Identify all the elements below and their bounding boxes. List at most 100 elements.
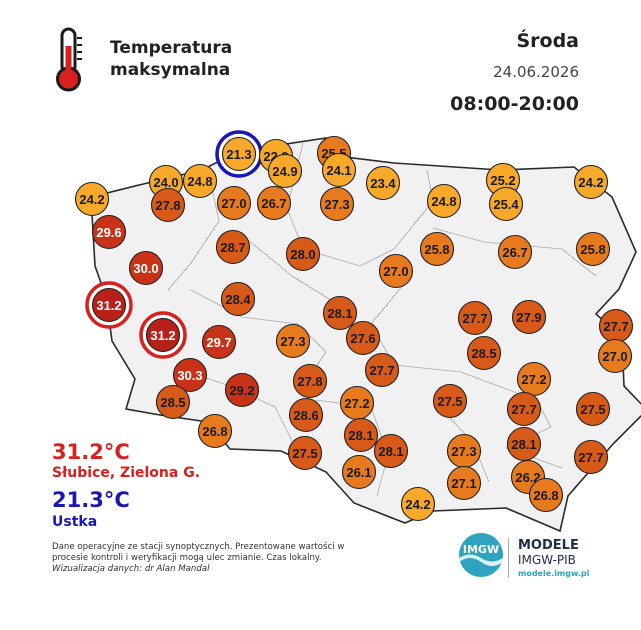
station-value: 23.4 — [370, 176, 396, 191]
station-value: 24.2 — [405, 497, 430, 512]
station-value: 27.8 — [297, 374, 322, 389]
station-circle — [74, 181, 110, 217]
station-marker: 29.2 — [224, 372, 260, 408]
station-circle — [345, 320, 381, 356]
station-marker: 28.1 — [373, 433, 409, 469]
time-range-label: 08:00-20:00 — [450, 93, 579, 115]
station-circle — [172, 357, 208, 393]
station-circle — [285, 236, 321, 272]
station-circle — [378, 253, 414, 289]
brand-url[interactable]: modele.imgw.pl — [518, 569, 590, 578]
station-marker: 27.6 — [345, 320, 381, 356]
station-marker: 28.5 — [466, 335, 502, 371]
station-circle — [221, 136, 257, 172]
station-marker: 27.3 — [446, 433, 482, 469]
station-circle — [145, 317, 181, 353]
station-marker: 27.5 — [575, 391, 611, 427]
station-circle — [432, 383, 468, 419]
station-value: 24.9 — [272, 164, 297, 179]
station-circle — [365, 165, 401, 201]
station-value: 27.7 — [369, 363, 394, 378]
station-circle — [343, 417, 379, 453]
station-marker: 28.5 — [155, 384, 191, 420]
visualization-credit: Wizualizacja danych: dr Alan Mandal — [52, 564, 210, 574]
min-temperature-value: 21.3°C — [52, 488, 130, 512]
imgw-logo: IMGW — [459, 533, 503, 577]
station-value: 24.2 — [578, 175, 603, 190]
brand-title: MODELE — [518, 538, 579, 553]
station-value: 27.1 — [451, 476, 476, 491]
station-circle — [400, 486, 436, 522]
station-value: 27.0 — [383, 264, 408, 279]
station-marker: 28.6 — [288, 397, 324, 433]
station-marker: 24.2 — [74, 181, 110, 217]
logo-text: IMGW — [463, 543, 499, 556]
station-value: 31.2 — [96, 298, 121, 313]
station-circle — [322, 295, 358, 331]
station-circle — [597, 338, 633, 374]
station-circle — [267, 153, 303, 189]
station-value: 25.8 — [580, 242, 605, 257]
station-marker: 26.1 — [341, 454, 377, 490]
station-marker: 27.7 — [364, 352, 400, 388]
station-marker: 27.2 — [516, 361, 552, 397]
station-value: 24.2 — [79, 192, 104, 207]
station-value: 24.8 — [431, 194, 456, 209]
brand-block[interactable]: MODELE IMGW-PIB modele.imgw.pl — [508, 538, 608, 578]
station-value: 27.2 — [344, 396, 369, 411]
station-marker: 29.7 — [201, 324, 237, 360]
station-value: 26.7 — [261, 196, 286, 211]
station-value: 27.7 — [462, 311, 487, 326]
station-value: 24.1 — [326, 163, 351, 178]
station-circle — [275, 323, 311, 359]
station-marker: 21.3 — [215, 130, 263, 178]
station-circle — [528, 477, 564, 513]
max-temperature-place: Słubice, Zielona G. — [52, 465, 201, 481]
station-circle — [292, 363, 328, 399]
station-circle — [216, 185, 252, 221]
station-value: 29.7 — [206, 335, 231, 350]
station-value: 27.0 — [602, 349, 627, 364]
station-value: 28.4 — [225, 292, 251, 307]
station-circle — [457, 300, 493, 336]
station-circle — [364, 352, 400, 388]
station-marker: 27.7 — [506, 391, 542, 427]
station-marker: 28.1 — [506, 426, 542, 462]
station-marker: 27.9 — [511, 299, 547, 335]
station-value: 24.0 — [153, 175, 178, 190]
station-circle — [575, 231, 611, 267]
station-value: 27.7 — [578, 450, 603, 465]
station-circle — [321, 152, 357, 188]
station-marker: 24.2 — [573, 164, 609, 200]
station-circle — [91, 214, 127, 250]
station-circle — [155, 384, 191, 420]
station-marker: 28.4 — [220, 281, 256, 317]
station-marker: 28.1 — [322, 295, 358, 331]
station-marker: 27.7 — [598, 308, 634, 344]
station-value: 27.5 — [580, 402, 605, 417]
station-marker: 27.2 — [339, 385, 375, 421]
station-marker: 27.7 — [573, 439, 609, 475]
station-value: 27.0 — [221, 196, 246, 211]
station-circle — [224, 372, 260, 408]
station-value: 28.5 — [471, 346, 496, 361]
station-marker: 27.3 — [319, 186, 355, 222]
station-markers: 21.3 22.9 25.524.0 24.824.9 24.123.4 25.2 24.2… — [74, 130, 634, 522]
station-marker: 31.2 — [139, 311, 187, 359]
station-marker: 26.8 — [197, 413, 233, 449]
station-value: 24.8 — [187, 174, 212, 189]
station-circle — [256, 185, 292, 221]
station-value: 28.5 — [160, 395, 185, 410]
station-circle — [341, 454, 377, 490]
station-marker: 24.8 — [182, 163, 218, 199]
station-marker: 24.9 — [267, 153, 303, 189]
station-circle — [466, 335, 502, 371]
station-marker: 27.5 — [287, 435, 323, 471]
station-value: 31.2 — [150, 328, 175, 343]
station-value: 27.3 — [280, 334, 305, 349]
station-value: 27.5 — [437, 394, 462, 409]
region-border — [167, 169, 220, 291]
title-line-1: Temperatura — [110, 38, 233, 58]
station-circle — [319, 186, 355, 222]
station-marker: 27.0 — [216, 185, 252, 221]
